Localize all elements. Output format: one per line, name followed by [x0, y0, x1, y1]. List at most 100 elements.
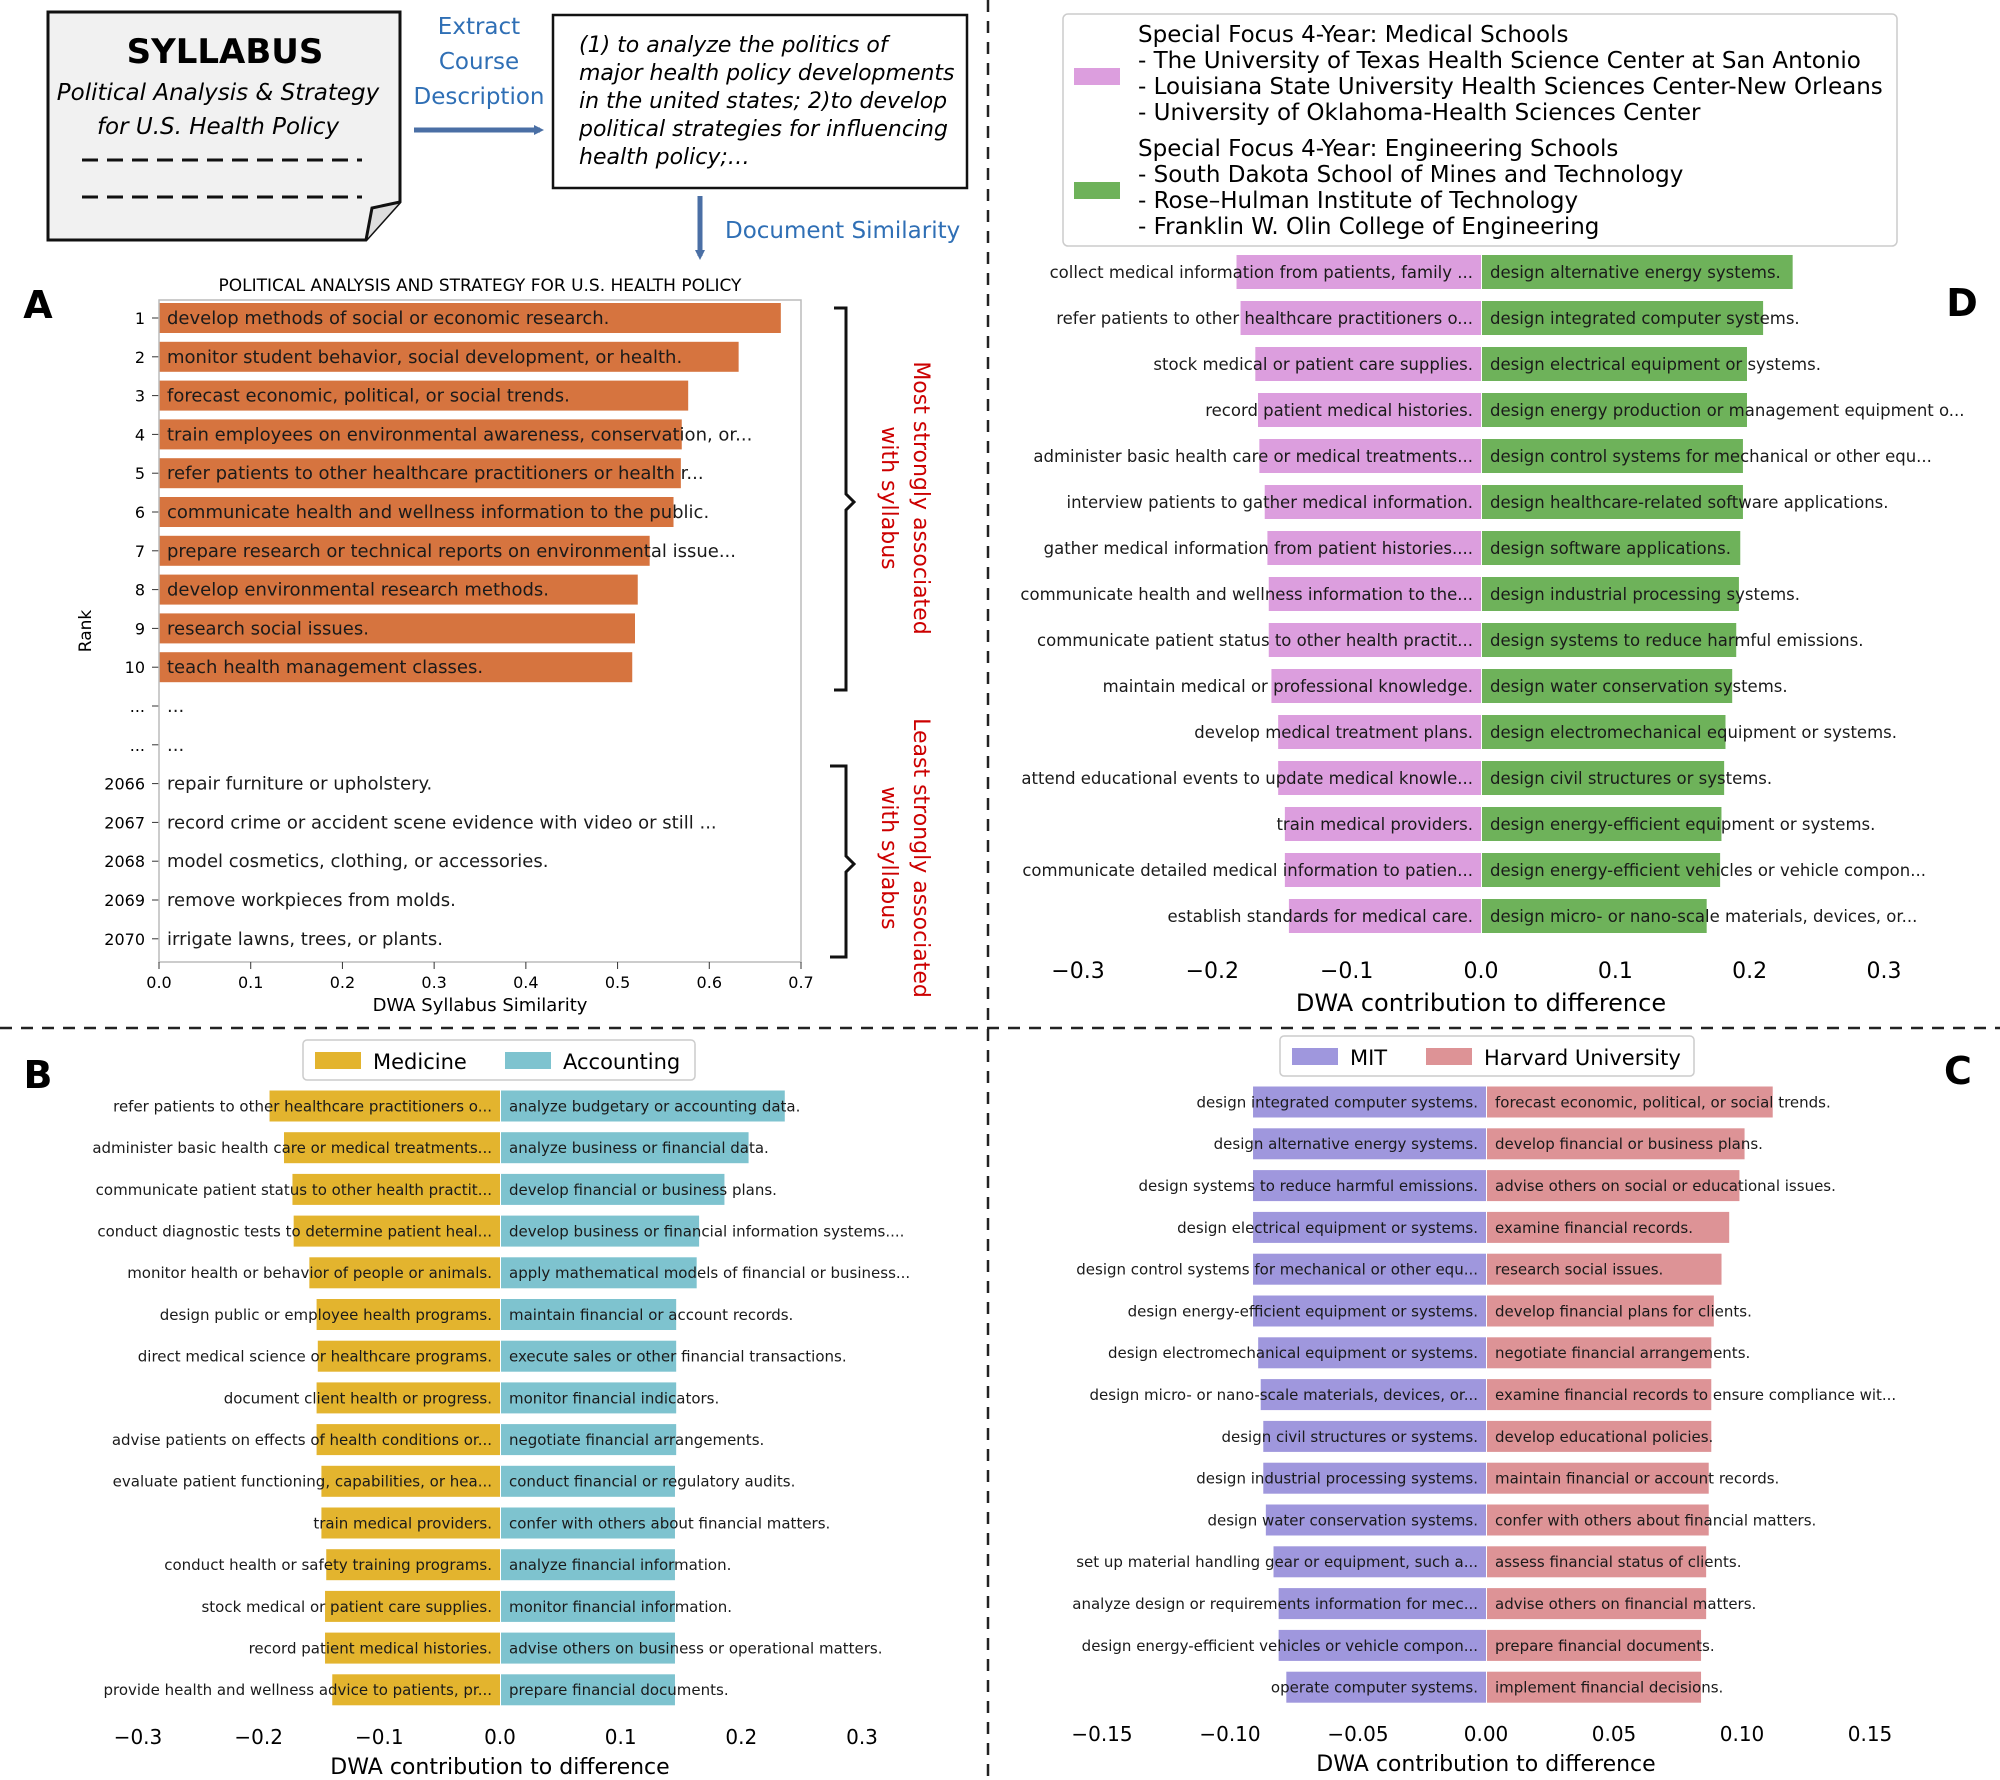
panel-c-left-bar — [1265, 1504, 1486, 1536]
panel-d-right-bar — [1482, 485, 1743, 519]
panel-c-right-bar — [1487, 1295, 1714, 1327]
panel-c-right-label: examine financial records to ensure comp… — [1495, 1386, 1896, 1404]
panel-d-left-label: attend educational events to update medi… — [1021, 769, 1473, 788]
panel-d-left-label: communicate patient status to other heal… — [1037, 631, 1473, 650]
panel-d-left-bar — [1271, 669, 1481, 703]
panel-d-left-label: record patient medical histories. — [1205, 401, 1473, 420]
panel-b-left-bar — [284, 1132, 500, 1164]
description-line-3: in the united states; 2)to develop — [579, 89, 947, 114]
panel-b-xtick-label: −0.1 — [355, 1725, 404, 1749]
panel-a-bar-label: irrigate lawns, trees, or plants. — [167, 929, 443, 950]
extract-label-3: Description — [414, 84, 545, 110]
panel-d-right-label: design electrical equipment or systems. — [1490, 355, 1821, 374]
panel-d-chart: collect medical information from patient… — [1020, 255, 1965, 1017]
panel-d-left-label: stock medical or patient care supplies. — [1153, 355, 1473, 374]
panel-b-right-bar — [501, 1257, 697, 1289]
most-associated-bracket — [834, 306, 857, 692]
panel-a-xtick-label: 0.0 — [146, 973, 171, 992]
legend-medical-item-2: - Louisiana State University Health Scie… — [1138, 74, 1883, 100]
panel-c-left-label: analyze design or requirements informati… — [1072, 1595, 1478, 1613]
panel-c-left-label: design electromechanical equipment or sy… — [1108, 1344, 1478, 1362]
panel-a-bar-label: remove workpieces from molds. — [167, 890, 456, 911]
legend-swatch-medicine — [315, 1052, 361, 1069]
panel-a-xtick-label: 0.4 — [513, 973, 538, 992]
panel-d-right-bar — [1482, 899, 1707, 933]
panel-b-left-label: refer patients to other healthcare pract… — [113, 1097, 492, 1115]
panel-c-right-label: maintain financial or account records. — [1495, 1470, 1779, 1488]
panel-c-left-bar — [1278, 1629, 1486, 1661]
legend-medical-item-3: - University of Oklahoma-Health Sciences… — [1138, 100, 1701, 126]
panel-a-rank-label: 9 — [135, 619, 145, 638]
syllabus-subtitle-2: for U.S. Health Policy — [97, 114, 340, 140]
panel-d-xlabel: DWA contribution to difference — [1296, 989, 1666, 1017]
panel-d-right-label: design software applications. — [1490, 539, 1731, 558]
panel-b-left-bar — [332, 1674, 500, 1706]
panel-a-ylabel: Rank — [76, 610, 96, 653]
panel-b-right-bar — [501, 1173, 725, 1205]
panel-b-right-bar — [501, 1549, 675, 1581]
panel-b-left-bar — [292, 1173, 500, 1205]
panel-b-right-label: develop business or financial informatio… — [509, 1223, 904, 1241]
panel-c-left-label: design control systems for mechanical or… — [1076, 1261, 1478, 1279]
panel-a-frame — [158, 299, 802, 963]
panel-c-right-label: confer with others about financial matte… — [1495, 1511, 1816, 1529]
panel-c-right-bar — [1487, 1337, 1712, 1369]
panel-a-rank-label: 7 — [135, 542, 145, 561]
panel-c-left-label: set up material handling gear or equipme… — [1076, 1553, 1478, 1571]
panel-b-left-label: provide health and wellness advice to pa… — [104, 1681, 492, 1699]
panel-d-xtick-label: 0.2 — [1732, 959, 1767, 984]
panel-a-xtick-label: 0.1 — [238, 973, 263, 992]
panel-b-right-bar — [501, 1132, 749, 1164]
panel-a-bar — [159, 574, 638, 605]
extract-label-2: Course — [439, 49, 519, 75]
panel-c-right-bar — [1487, 1420, 1712, 1452]
panel-a-rank-label: 1 — [135, 309, 145, 328]
legend-d: Special Focus 4-Year: Medical Schools - … — [1062, 13, 1898, 247]
panel-c-right-bar — [1487, 1211, 1730, 1243]
panel-a-xtick-label: 0.3 — [421, 973, 446, 992]
panel-b-left-label: stock medical or patient care supplies. — [201, 1598, 492, 1616]
panel-b-right-label: advise others on business or operational… — [509, 1640, 883, 1658]
panel-a-bar-label: forecast economic, political, or social … — [167, 386, 570, 407]
panel-c-left-bar — [1263, 1420, 1486, 1452]
panel-d-right-bar — [1482, 807, 1722, 841]
panel-b-right-bar — [501, 1424, 677, 1456]
panel-letter-d: D — [1946, 281, 1978, 325]
panel-d-right-label: design alternative energy systems. — [1490, 263, 1781, 282]
panel-a-bar-label: prepare research or technical reports on… — [167, 541, 736, 562]
panel-a-xtick-label: 0.5 — [605, 973, 630, 992]
panel-b-right-bar — [501, 1215, 700, 1247]
panel-c-left-label: design electrical equipment or systems. — [1177, 1219, 1478, 1237]
panel-b-left-label: conduct diagnostic tests to determine pa… — [97, 1223, 492, 1241]
panel-d-right-bar — [1482, 347, 1747, 381]
panel-d-right-bar — [1482, 715, 1726, 749]
panel-d-right-bar — [1482, 761, 1725, 795]
panel-a-rank-label: 5 — [135, 464, 145, 483]
panel-b-left-bar — [325, 1632, 500, 1664]
panel-d-xtick-label: −0.2 — [1186, 959, 1239, 984]
syllabus-subtitle-1: Political Analysis & Strategy — [57, 80, 380, 106]
panel-d-right-label: design control systems for mechanical or… — [1490, 447, 1932, 466]
panel-b-right-bar — [501, 1340, 677, 1372]
panel-a-bar-label: ... — [167, 696, 184, 717]
panel-b-right-label: confer with others about financial matte… — [509, 1514, 830, 1532]
panel-a-bar-label: repair furniture or upholstery. — [167, 774, 432, 795]
panel-letter-b: B — [24, 1053, 53, 1097]
legend-engineering-title: Special Focus 4-Year: Engineering School… — [1138, 136, 1618, 162]
panel-a-rank-label: 2069 — [104, 891, 145, 910]
panel-d-right-bar — [1482, 301, 1764, 335]
panel-c-left-label: design water conservation systems. — [1207, 1511, 1478, 1529]
panel-a-bar-label: train employees on environmental awarene… — [167, 424, 752, 445]
panel-c-right-bar — [1487, 1504, 1709, 1536]
panel-b-left-label: direct medical science or healthcare pro… — [138, 1348, 492, 1366]
panel-b-left-label: advise patients on effects of health con… — [112, 1431, 492, 1449]
panel-b-right-bar — [501, 1632, 675, 1664]
panel-d-right-label: design energy-efficient equipment or sys… — [1490, 815, 1875, 834]
panel-d-left-bar — [1267, 531, 1481, 565]
panel-d-right-bar — [1482, 669, 1733, 703]
panel-d-left-label: collect medical information from patient… — [1050, 263, 1473, 282]
panel-d-right-bar — [1482, 623, 1737, 657]
panel-c-left-bar — [1278, 1588, 1486, 1620]
panel-a-bar-label: model cosmetics, clothing, or accessorie… — [167, 851, 548, 872]
